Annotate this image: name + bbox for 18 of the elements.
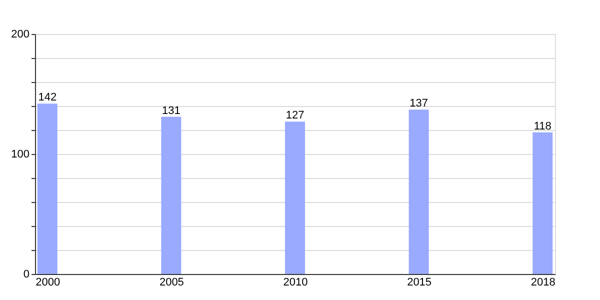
data-label: 142 xyxy=(38,92,57,104)
bar xyxy=(408,110,429,274)
y-tick-label: 100 xyxy=(11,148,30,160)
bar xyxy=(37,104,58,274)
bar xyxy=(532,132,553,274)
bar xyxy=(285,122,305,274)
x-tick-label: 2015 xyxy=(407,276,432,288)
data-label: 118 xyxy=(534,120,552,132)
y-tick-label: 200 xyxy=(11,28,30,40)
data-label: 127 xyxy=(286,110,304,122)
x-tick-label: 2000 xyxy=(36,276,60,288)
bar xyxy=(161,116,182,274)
x-tick-label: 2018 xyxy=(530,276,556,288)
data-label: 137 xyxy=(410,98,428,110)
x-tick-label: 2005 xyxy=(159,276,184,288)
x-tick-label: 2010 xyxy=(283,276,308,288)
data-label: 131 xyxy=(162,104,180,117)
y-tick-label: 0 xyxy=(23,268,30,280)
